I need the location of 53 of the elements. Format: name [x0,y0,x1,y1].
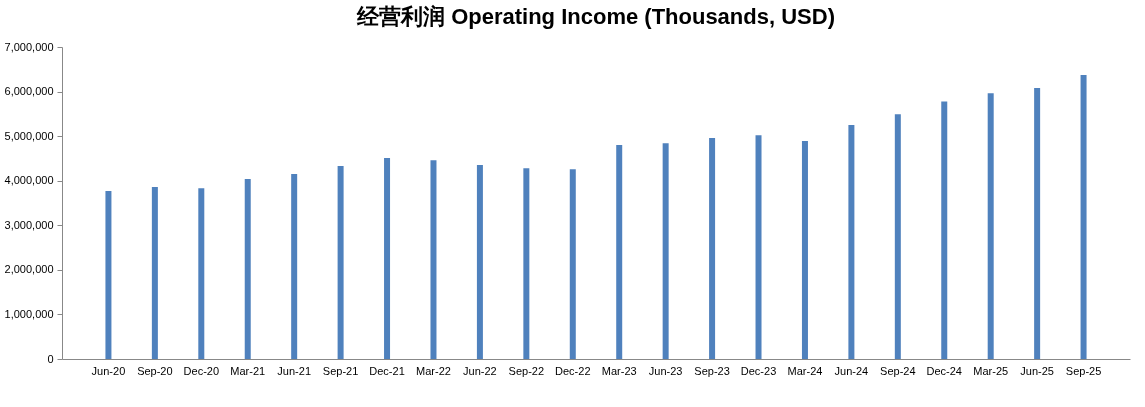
x-tick-label: Mar-21 [230,364,266,377]
x-tick-label: Jun-23 [648,364,683,377]
bar [755,135,762,359]
x-tick-label: Jun-22 [463,364,497,377]
x-tick-label: Sep-23 [694,364,730,377]
x-tick-label: Sep-20 [137,364,173,377]
bar [105,190,112,359]
x-tick-label: Dec-24 [926,364,962,377]
x-tick-label: Dec-23 [740,364,777,377]
x-tick-label: Sep-21 [322,364,359,377]
bar [151,186,158,359]
bar [1034,88,1041,359]
y-tick-label: 0 [47,352,54,365]
bar [894,114,901,359]
x-tick-label: Dec-20 [183,364,220,377]
bar [801,141,808,359]
x-tick-label: Mar-22 [416,364,451,377]
bar [987,93,994,359]
x-tick-label: Dec-22 [555,364,591,377]
bar [848,125,855,359]
bar [569,169,576,359]
bar [384,157,391,359]
y-tick-label: 6,000,000 [4,85,54,98]
y-tick-label: 3,000,000 [4,218,54,231]
bar [523,168,530,359]
x-tick-label: Sep-22 [508,364,545,377]
y-tick-label: 2,000,000 [4,263,54,276]
y-tick-label: 1,000,000 [4,307,54,320]
y-tick-label: 7,000,000 [4,40,54,53]
bar [244,178,251,359]
y-tick-label: 4,000,000 [4,174,54,187]
bar [616,145,623,359]
bar [941,101,948,359]
x-tick-label: Dec-21 [369,364,405,377]
bar [1080,75,1087,359]
y-tick-label: 5,000,000 [4,129,54,142]
bar [198,188,205,359]
bar [662,143,669,359]
x-tick-label: Mar-24 [787,364,823,377]
bar [430,160,437,359]
x-tick-label: Mar-25 [973,364,1009,377]
bar [337,166,344,359]
x-tick-label: Sep-24 [880,364,916,377]
x-tick-label: Jun-21 [277,364,311,377]
chart-title: 经营利润 Operating Income (Thousands, USD) [356,4,835,29]
bar [291,174,298,359]
bar [709,137,716,359]
x-tick-label: Jun-24 [834,364,869,377]
bar [476,165,483,359]
x-tick-label: Sep-25 [1065,364,1102,377]
x-tick-label: Mar-23 [601,364,637,377]
x-tick-label: Jun-20 [91,364,126,377]
x-tick-label: Jun-25 [1020,364,1054,377]
